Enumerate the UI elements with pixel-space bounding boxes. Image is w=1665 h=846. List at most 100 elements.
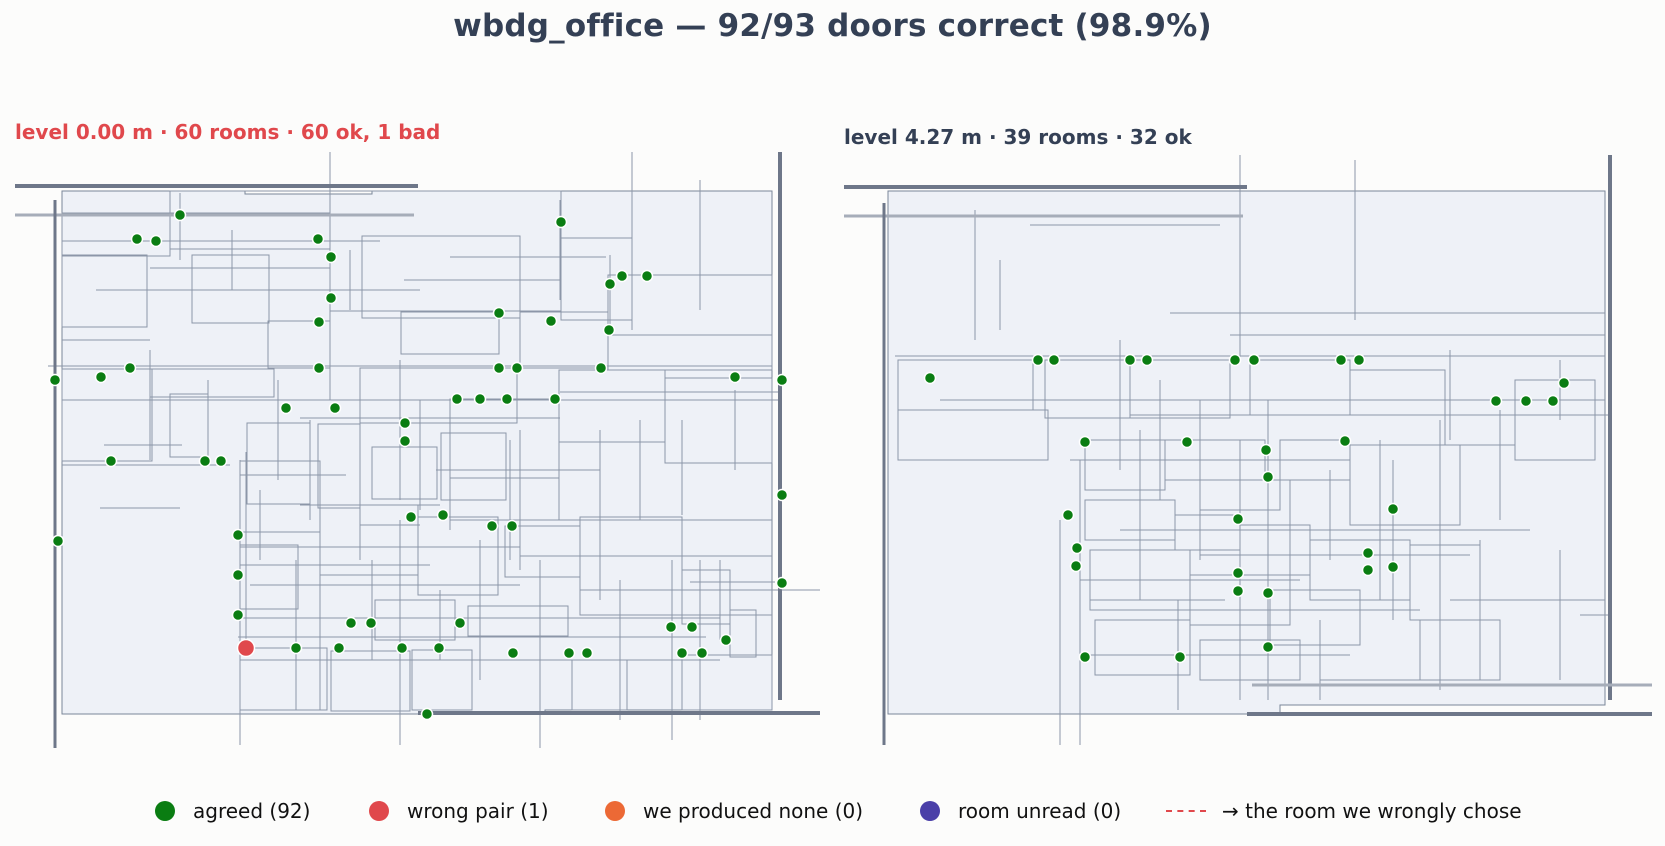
door-agreed-marker bbox=[505, 519, 519, 533]
door-agreed-marker bbox=[775, 488, 789, 502]
door-agreed-marker bbox=[450, 392, 464, 406]
door-agreed-marker bbox=[312, 315, 326, 329]
legend-swatch-agreed bbox=[155, 801, 175, 821]
door-agreed-marker bbox=[94, 370, 108, 384]
door-agreed-marker bbox=[685, 620, 699, 634]
door-agreed-marker bbox=[395, 641, 409, 655]
figure-title: wbdg_office — 92/93 doors correct (98.9%… bbox=[453, 8, 1212, 44]
door-agreed-marker bbox=[1061, 508, 1075, 522]
door-agreed-marker bbox=[1180, 435, 1194, 449]
legend-swatch-dashed-line bbox=[1166, 810, 1206, 812]
door-agreed-marker bbox=[510, 361, 524, 375]
door-agreed-marker bbox=[1557, 376, 1571, 390]
door-agreed-marker bbox=[214, 454, 228, 468]
panel-title-level-0: level 0.00 m · 60 rooms · 60 ok, 1 bad bbox=[15, 120, 441, 144]
door-agreed-marker bbox=[640, 269, 654, 283]
door-agreed-marker bbox=[1361, 546, 1375, 560]
door-agreed-marker bbox=[1386, 560, 1400, 574]
door-agreed-marker bbox=[398, 434, 412, 448]
door-agreed-marker bbox=[1519, 394, 1533, 408]
legend-item-agreed: agreed (92) bbox=[155, 797, 310, 825]
door-agreed-marker bbox=[231, 568, 245, 582]
door-agreed-marker bbox=[332, 641, 346, 655]
door-agreed-marker bbox=[473, 392, 487, 406]
door-agreed-marker bbox=[485, 519, 499, 533]
door-agreed-marker bbox=[344, 616, 358, 630]
door-agreed-marker bbox=[923, 371, 937, 385]
door-agreed-marker bbox=[1546, 394, 1560, 408]
door-agreed-marker bbox=[1047, 353, 1061, 367]
door-agreed-marker bbox=[775, 576, 789, 590]
door-agreed-marker bbox=[404, 510, 418, 524]
door-agreed-marker bbox=[1352, 353, 1366, 367]
door-agreed-marker bbox=[719, 633, 733, 647]
door-agreed-marker bbox=[1231, 584, 1245, 598]
door-agreed-marker bbox=[1247, 353, 1261, 367]
exterior-walls bbox=[15, 152, 820, 748]
door-agreed-marker bbox=[580, 646, 594, 660]
panel-title-level-1: level 4.27 m · 39 rooms · 32 ok bbox=[844, 125, 1192, 149]
legend-label: wrong pair (1) bbox=[407, 799, 549, 823]
door-agreed-marker bbox=[1338, 434, 1352, 448]
door-agreed-marker bbox=[324, 291, 338, 305]
door-agreed-marker bbox=[324, 250, 338, 264]
floor-plan-level-0 bbox=[15, 152, 820, 748]
door-agreed-marker bbox=[695, 646, 709, 660]
door-agreed-marker bbox=[500, 392, 514, 406]
door-agreed-marker bbox=[554, 215, 568, 229]
door-agreed-marker bbox=[123, 361, 137, 375]
door-agreed-marker bbox=[603, 277, 617, 291]
door-agreed-marker bbox=[1261, 470, 1275, 484]
door-agreed-marker bbox=[1070, 541, 1084, 555]
door-agreed-marker bbox=[436, 508, 450, 522]
door-agreed-marker bbox=[1361, 563, 1375, 577]
door-agreed-marker bbox=[1489, 394, 1503, 408]
door-wrong-pair-marker bbox=[236, 638, 256, 658]
door-agreed-marker bbox=[279, 401, 293, 415]
door-agreed-marker bbox=[311, 232, 325, 246]
door-agreed-marker bbox=[364, 616, 378, 630]
door-agreed-marker bbox=[289, 641, 303, 655]
door-agreed-marker bbox=[1261, 640, 1275, 654]
door-agreed-marker bbox=[775, 373, 789, 387]
legend-label: agreed (92) bbox=[193, 799, 311, 823]
door-agreed-marker bbox=[398, 416, 412, 430]
door-agreed-marker bbox=[562, 646, 576, 660]
exterior-walls bbox=[844, 155, 1652, 745]
legend-item-none: we produced none (0) bbox=[605, 797, 863, 825]
door-agreed-marker bbox=[1123, 353, 1137, 367]
door-agreed-marker bbox=[1228, 353, 1242, 367]
legend-item-wrong-pair: wrong pair (1) bbox=[369, 797, 549, 825]
door-agreed-marker bbox=[453, 616, 467, 630]
door-agreed-marker bbox=[1140, 353, 1154, 367]
legend-item-wrong-room: → the room we wrongly chose bbox=[1166, 797, 1522, 825]
door-agreed-marker bbox=[492, 361, 506, 375]
door-agreed-marker bbox=[173, 208, 187, 222]
legend-swatch-none bbox=[605, 801, 625, 821]
door-agreed-marker bbox=[506, 646, 520, 660]
door-agreed-marker bbox=[594, 361, 608, 375]
legend-item-room-unread: room unread (0) bbox=[920, 797, 1121, 825]
wall-lines bbox=[48, 152, 820, 748]
door-agreed-marker bbox=[1231, 566, 1245, 580]
door-agreed-marker bbox=[544, 314, 558, 328]
legend-label: → the room we wrongly chose bbox=[1222, 799, 1522, 823]
door-agreed-marker bbox=[104, 454, 118, 468]
legend-swatch-room-unread bbox=[920, 801, 940, 821]
door-agreed-marker bbox=[1069, 559, 1083, 573]
door-agreed-marker bbox=[130, 232, 144, 246]
door-agreed-marker bbox=[328, 401, 342, 415]
door-agreed-marker bbox=[548, 392, 562, 406]
door-agreed-marker bbox=[149, 234, 163, 248]
floor-outline bbox=[887, 190, 1606, 715]
door-agreed-marker bbox=[1261, 586, 1275, 600]
door-agreed-marker bbox=[51, 534, 65, 548]
door-agreed-marker bbox=[312, 361, 326, 375]
door-agreed-marker bbox=[1231, 512, 1245, 526]
door-agreed-marker bbox=[1386, 502, 1400, 516]
door-markers bbox=[48, 208, 1571, 721]
door-agreed-marker bbox=[1078, 650, 1092, 664]
door-agreed-marker bbox=[420, 707, 434, 721]
door-agreed-marker bbox=[231, 608, 245, 622]
